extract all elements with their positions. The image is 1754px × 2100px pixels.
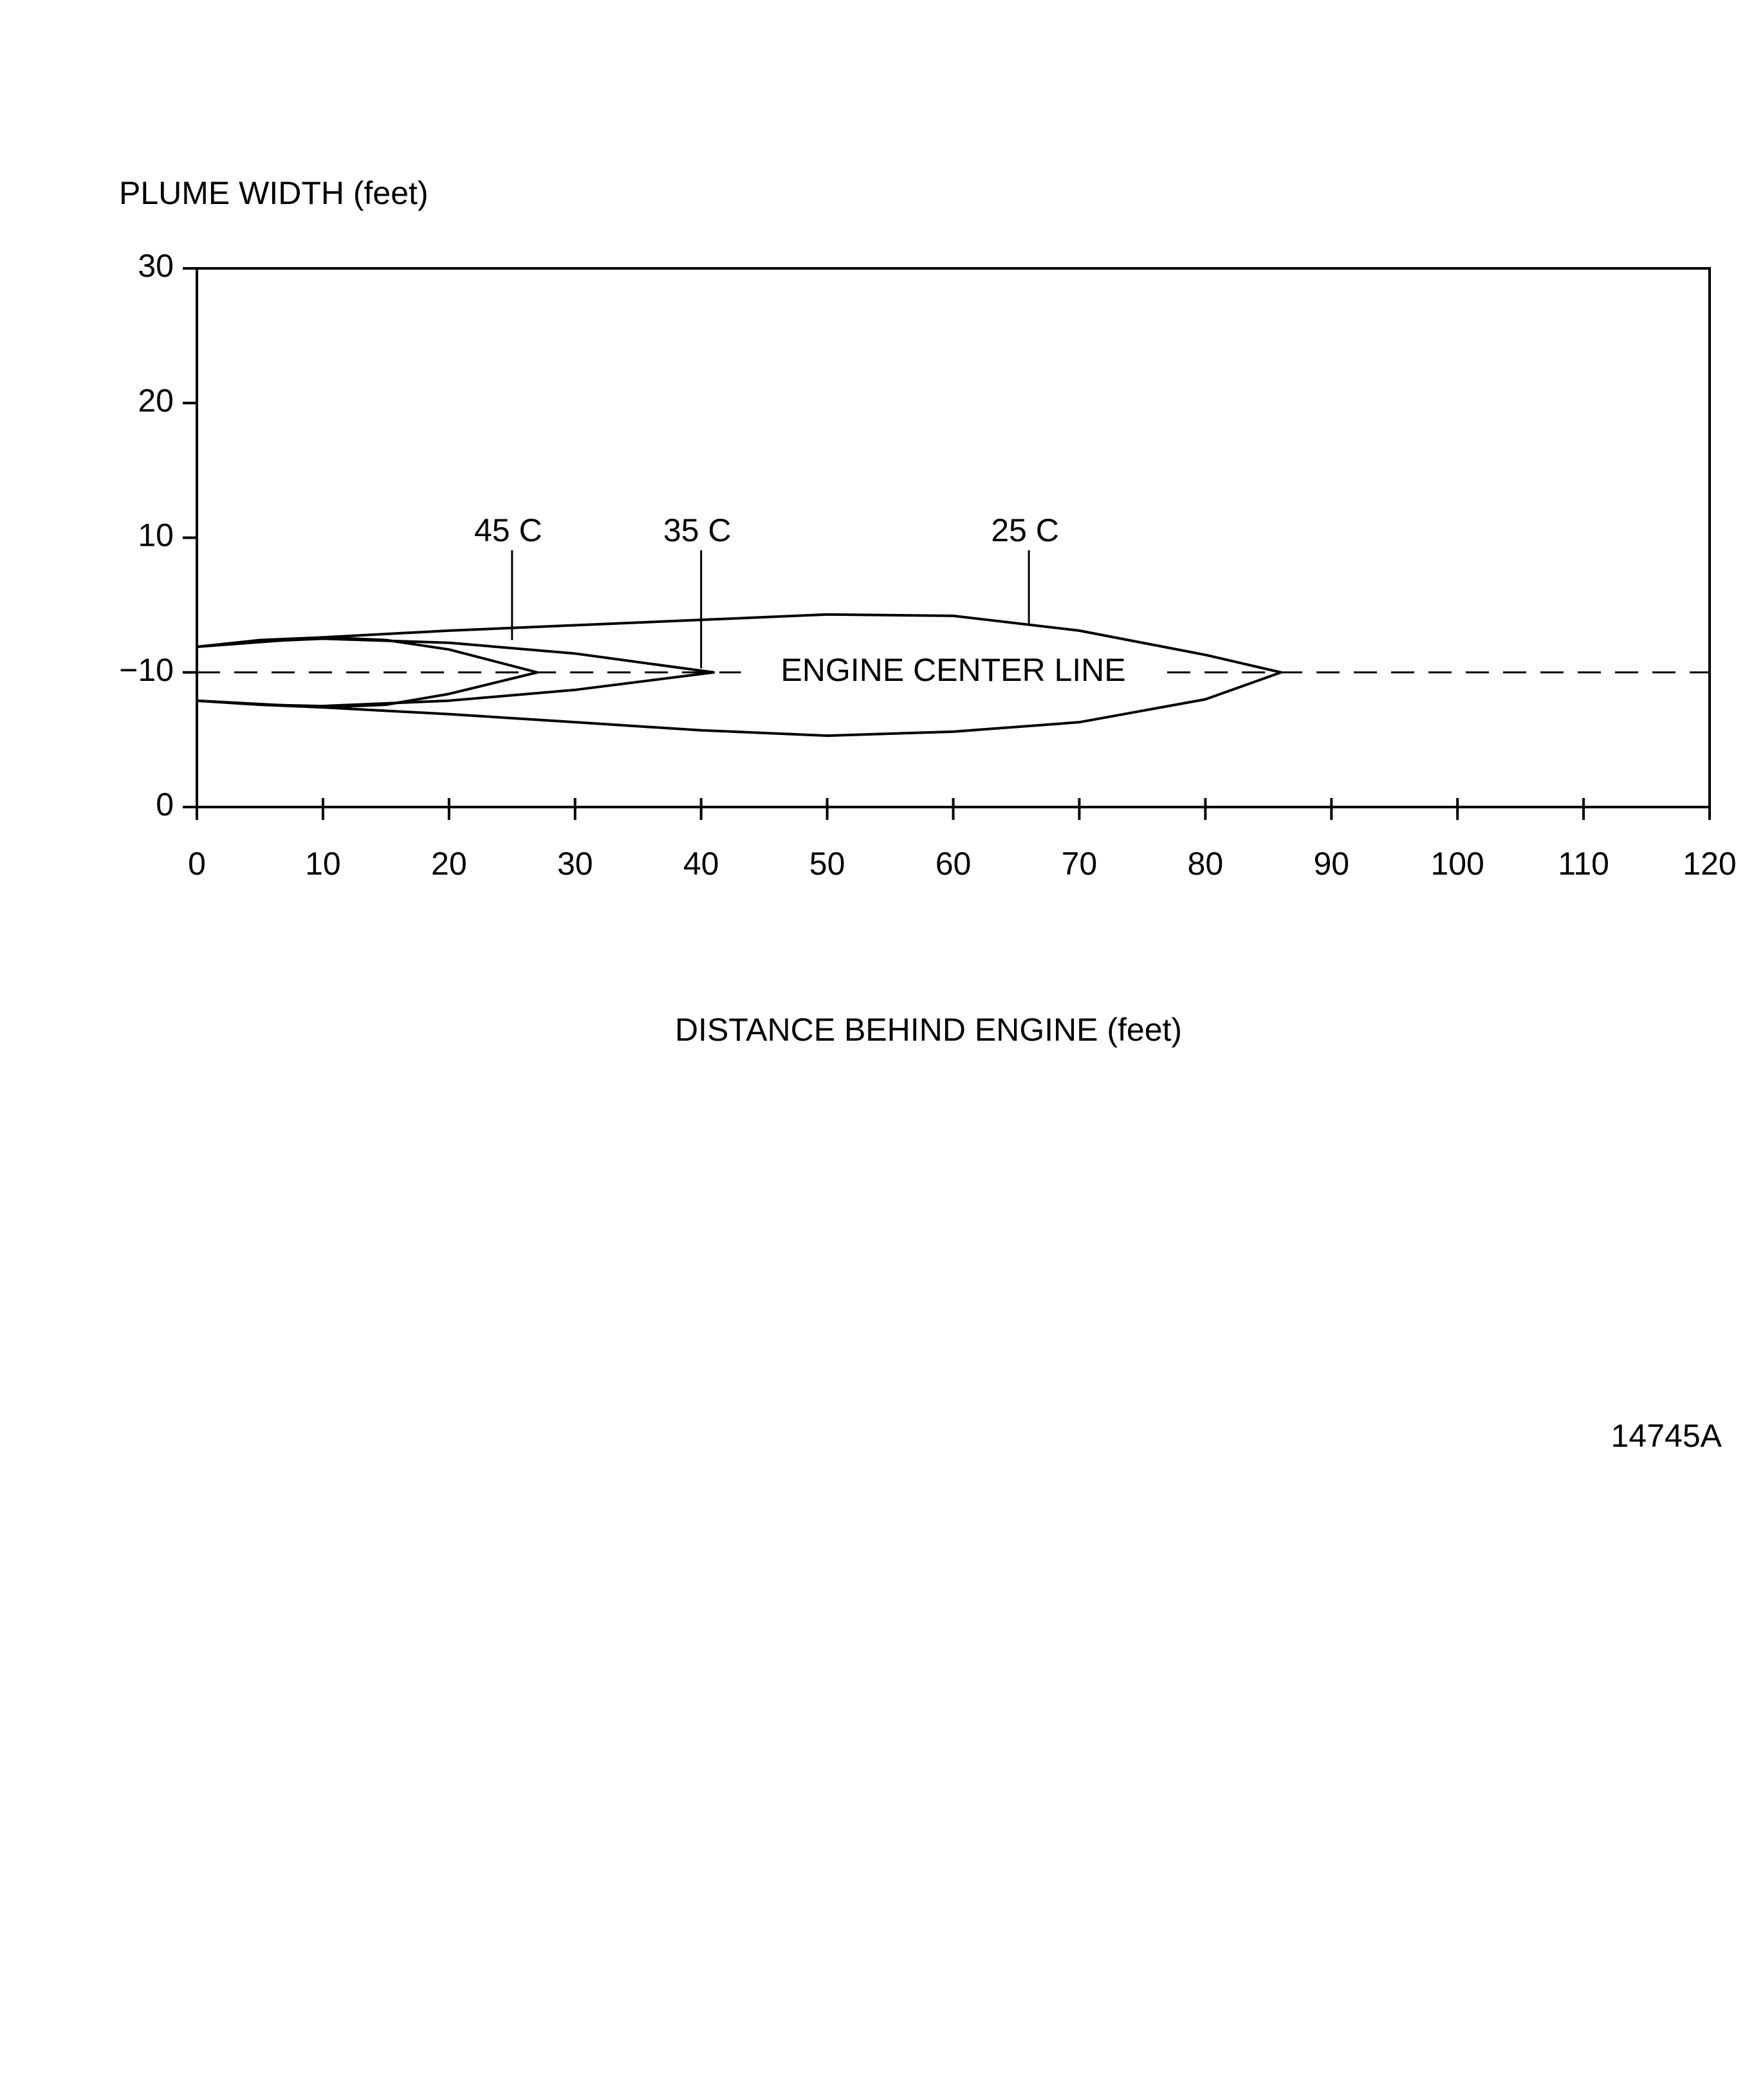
y-tick-label: 10 [138, 517, 174, 553]
y-tick-label: 0 [156, 786, 174, 822]
curve-label: 45 C [474, 512, 542, 548]
x-tick-label: 20 [431, 846, 467, 882]
curve-label: 25 C [991, 512, 1059, 548]
y-axis-label: PLUME WIDTH (feet) [119, 175, 429, 211]
center-line-label-bg [741, 651, 1166, 693]
curve-label: 35 C [663, 512, 732, 548]
x-tick-label: 30 [557, 846, 593, 882]
x-tick-label: 60 [936, 846, 972, 882]
plot-frame [196, 267, 1711, 808]
x-tick-label: 80 [1188, 846, 1224, 882]
x-axis-label: DISTANCE BEHIND ENGINE (feet) [675, 1012, 1182, 1048]
x-tick-label: 10 [305, 846, 341, 882]
x-tick-label: 100 [1430, 846, 1484, 882]
x-tick-label: 40 [683, 846, 719, 882]
y-tick-label: 30 [138, 248, 174, 284]
center-line-label: ENGINE CENTER LINE [780, 652, 1125, 688]
x-tick-label: 0 [188, 846, 206, 882]
x-tick-label: 90 [1313, 846, 1349, 882]
x-tick-label: 50 [809, 846, 845, 882]
figure-id: 14745A [1611, 1418, 1722, 1454]
y-tick-label: −10 [119, 652, 174, 688]
x-tick-label: 70 [1062, 846, 1098, 882]
plume-contour [196, 613, 1282, 738]
x-tick-label: 120 [1683, 846, 1736, 882]
y-tick-label: 20 [138, 382, 174, 418]
x-tick-label: 110 [1558, 846, 1609, 882]
